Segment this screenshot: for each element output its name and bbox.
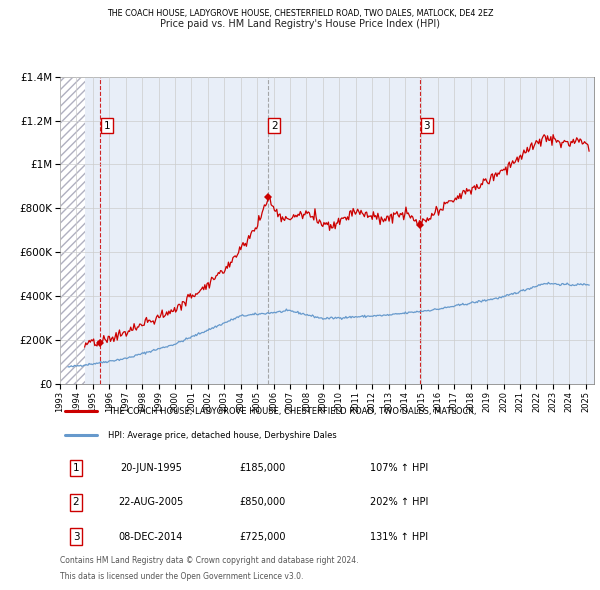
Text: Price paid vs. HM Land Registry's House Price Index (HPI): Price paid vs. HM Land Registry's House … (160, 19, 440, 29)
Text: 22-AUG-2005: 22-AUG-2005 (118, 497, 184, 507)
Text: THE COACH HOUSE, LADYGROVE HOUSE, CHESTERFIELD ROAD, TWO DALES, MATLOCK,: THE COACH HOUSE, LADYGROVE HOUSE, CHESTE… (108, 407, 476, 416)
Text: 202% ↑ HPI: 202% ↑ HPI (370, 497, 428, 507)
Text: £185,000: £185,000 (240, 463, 286, 473)
Text: 2: 2 (73, 497, 79, 507)
Text: 107% ↑ HPI: 107% ↑ HPI (370, 463, 428, 473)
Text: HPI: Average price, detached house, Derbyshire Dales: HPI: Average price, detached house, Derb… (108, 431, 337, 440)
Text: 131% ↑ HPI: 131% ↑ HPI (370, 532, 428, 542)
Text: £850,000: £850,000 (240, 497, 286, 507)
Bar (60, 77, 85, 384)
Text: 1: 1 (73, 463, 79, 473)
Text: THE COACH HOUSE, LADYGROVE HOUSE, CHESTERFIELD ROAD, TWO DALES, MATLOCK, DE4 2EZ: THE COACH HOUSE, LADYGROVE HOUSE, CHESTE… (107, 9, 493, 18)
Text: 3: 3 (73, 532, 79, 542)
Text: £725,000: £725,000 (239, 532, 286, 542)
Text: 08-DEC-2014: 08-DEC-2014 (119, 532, 183, 542)
Text: 20-JUN-1995: 20-JUN-1995 (120, 463, 182, 473)
Text: 3: 3 (424, 121, 430, 131)
Text: 2: 2 (271, 121, 278, 131)
Text: This data is licensed under the Open Government Licence v3.0.: This data is licensed under the Open Gov… (60, 572, 304, 581)
Text: 1: 1 (104, 121, 110, 131)
Text: Contains HM Land Registry data © Crown copyright and database right 2024.: Contains HM Land Registry data © Crown c… (60, 556, 359, 565)
